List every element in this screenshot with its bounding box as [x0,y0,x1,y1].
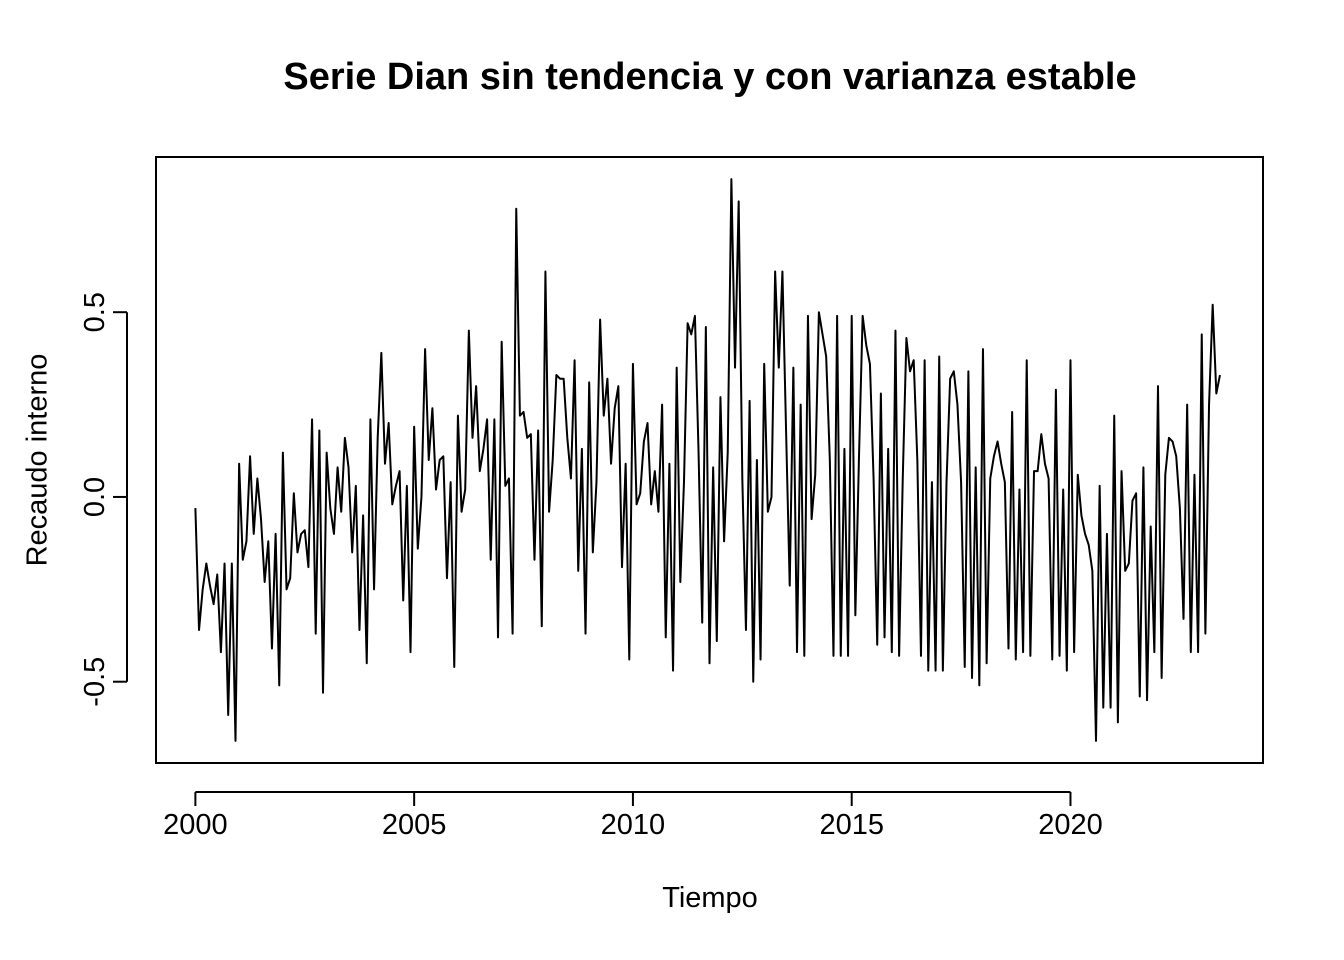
y-tick-label: 0.5 [79,292,111,332]
series-layer [194,178,1221,742]
x-tick-label: 2015 [819,809,884,841]
x-axis: 2000 2005 2010 2015 2020 [163,791,1103,841]
y-axis: -0.5 0.0 0.5 [79,292,128,707]
chart-title: Serie Dian sin tendencia y con varianza … [283,56,1137,98]
plot-frame [155,156,1264,764]
x-tick-label: 2005 [382,809,447,841]
y-tick-label: 0.0 [79,477,111,517]
y-tick-label: -0.5 [79,657,111,707]
series-line [194,178,1221,742]
x-tick-label: 2010 [601,809,666,841]
x-tick-label: 2000 [163,809,228,841]
x-tick-label: 2020 [1038,809,1103,841]
x-axis-label: Tiempo [662,882,758,914]
